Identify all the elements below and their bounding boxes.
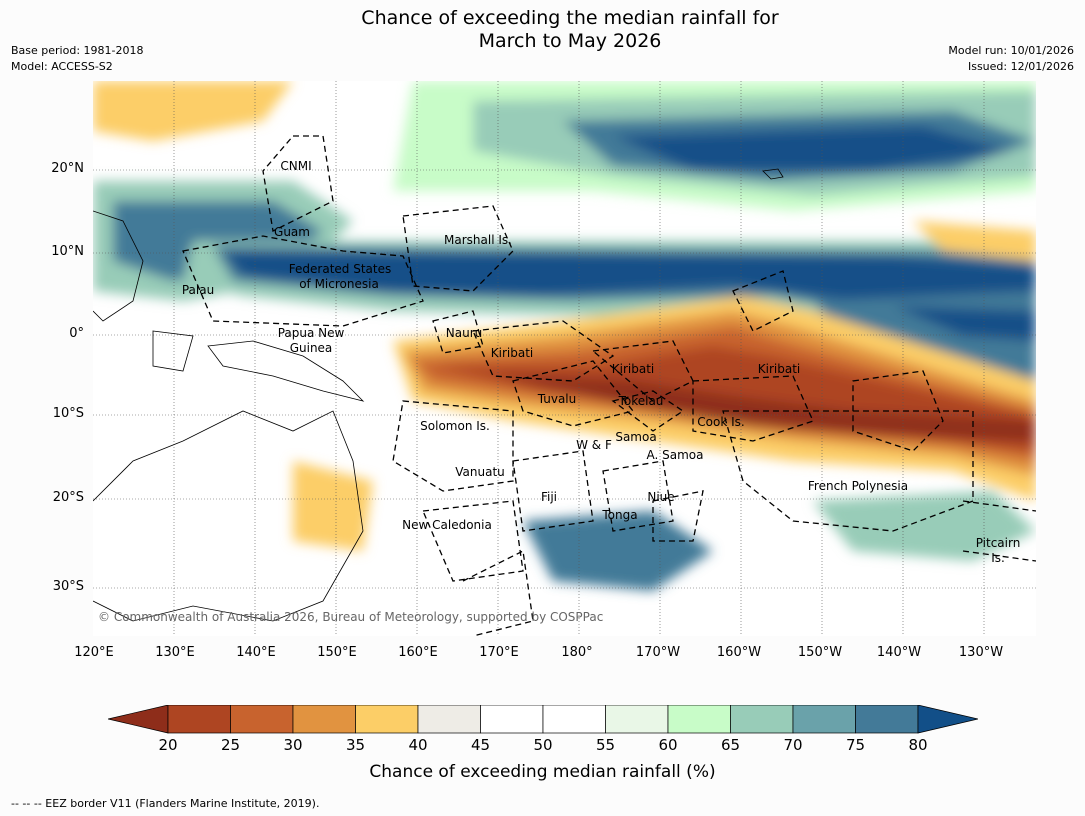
lon-label-140e: 140°E [236, 645, 276, 660]
eez-footer: -- -- -- EEZ border V11 (Flanders Marine… [11, 797, 320, 810]
region-label-new-caledonia: New Caledonia [402, 518, 492, 532]
lon-label-170e: 170°E [479, 645, 519, 660]
region-label-pitcairn-2: Is. [991, 551, 1005, 565]
lon-label-130e: 130°E [155, 645, 195, 660]
colorbar-tick-label: 30 [283, 736, 303, 754]
lon-label-160w: 160°W [716, 645, 762, 660]
region-label-fsm-1: Federated States [288, 262, 392, 276]
colorbar-segments [108, 705, 978, 734]
colorbar-title: Chance of exceeding median rainfall (%) [369, 762, 716, 782]
region-label-vanuatu: Vanuatu [455, 465, 505, 479]
coastlines [93, 168, 784, 622]
colorbar-tick-label: 20 [158, 736, 178, 754]
region-label-png-2: Guinea [289, 341, 333, 355]
region-label-samoa: Samoa [615, 430, 657, 444]
eez-borders [182, 135, 1036, 636]
colorbar-extend-high [917, 705, 978, 734]
lat-label-20n: 20°N [51, 161, 84, 176]
colorbar-tick-label: 40 [408, 736, 428, 754]
colorbar-segment [542, 705, 606, 734]
region-label-kiribati-west: Kiribati [490, 346, 534, 360]
colorbar [108, 705, 978, 734]
map-title: Chance of exceeding the median rainfall … [0, 7, 1085, 53]
lon-label-150e: 150°E [317, 645, 357, 660]
meta-left: Base period: 1981-2018 Model: ACCESS-S2 [11, 43, 143, 75]
region-label-kiribati-east: Kiribati [757, 362, 801, 376]
copyright-notice: © Commonwealth of Australia 2026, Bureau… [98, 610, 604, 624]
region-label-pitcairn-1: Pitcairn [975, 536, 1021, 550]
colorbar-tick-label: 80 [908, 736, 928, 754]
lon-label-140w: 140°W [876, 645, 922, 660]
region-label-guam: Guam [274, 225, 310, 239]
region-label-marshall: Marshall Is. [444, 233, 512, 247]
graticule [93, 81, 1036, 636]
lon-label-150w: 150°W [797, 645, 843, 660]
issued-date: Issued: 12/01/2026 [967, 60, 1074, 73]
lon-label-160e: 160°E [398, 645, 438, 660]
colorbar-segment [230, 705, 294, 734]
colorbar-tick-label: 55 [595, 736, 616, 754]
meta-right: Model run: 10/01/2026 Issued: 12/01/2026 [948, 43, 1074, 75]
region-label-niue: Niue [647, 490, 675, 504]
region-label-png-1: Papua New [277, 326, 345, 340]
colorbar-segment [167, 705, 231, 734]
colorbar-segment [667, 705, 731, 734]
colorbar-segment [417, 705, 481, 734]
colorbar-tick-label: 65 [720, 736, 741, 754]
lon-label-170w: 170°W [635, 645, 681, 660]
region-label-solomon: Solomon Is. [420, 419, 490, 433]
colorbar-segment [480, 705, 544, 734]
lat-label-0: 0° [69, 326, 84, 341]
region-label-tokelau: Tokelau [618, 394, 664, 408]
region-label-asamoa: A. Samoa [646, 448, 704, 462]
region-label-cnmi: CNMI [280, 159, 312, 173]
colorbar-segment [605, 705, 669, 734]
region-label-fsm-2: of Micronesia [299, 277, 379, 291]
colorbar-segment [792, 705, 856, 734]
rainfall-map[interactable] [93, 81, 1036, 636]
title-line-2: March to May 2026 [478, 30, 662, 52]
lon-label-130w: 130°W [958, 645, 1004, 660]
region-label-kiribati-central: Kiribati [611, 362, 655, 376]
region-label-fiji: Fiji [540, 490, 558, 504]
region-label-french-polynesia: French Polynesia [807, 479, 909, 493]
base-period: Base period: 1981-2018 [11, 44, 144, 57]
lat-label-30s: 30°S [52, 579, 84, 594]
rainfall-field [93, 81, 1036, 591]
colorbar-tick-label: 25 [220, 736, 241, 754]
lat-label-20s: 20°S [52, 490, 84, 505]
region-label-nauru: Nauru [445, 326, 483, 340]
region-label-tuvalu: Tuvalu [537, 392, 577, 406]
region-label-wf: W & F [576, 438, 612, 452]
lon-label-180: 180° [561, 645, 593, 660]
lat-label-10n: 10°N [51, 244, 84, 259]
colorbar-extend-low [108, 705, 169, 734]
model-run: Model run: 10/01/2026 [948, 44, 1074, 57]
model-name: Model: ACCESS-S2 [11, 60, 113, 73]
colorbar-tick-label: 35 [345, 736, 366, 754]
region-label-palau: Palau [181, 283, 215, 297]
colorbar-tick-label: 45 [470, 736, 491, 754]
region-label-tonga: Tonga [602, 508, 638, 522]
colorbar-tick-label: 75 [845, 736, 866, 754]
region-label-cook: Cook Is. [697, 415, 745, 429]
colorbar-tick-label: 70 [783, 736, 803, 754]
map-canvas [93, 81, 1036, 636]
colorbar-tick-label: 50 [533, 736, 553, 754]
lon-label-120e: 120°E [74, 645, 114, 660]
colorbar-tick-label: 60 [658, 736, 678, 754]
colorbar-segment [292, 705, 356, 734]
colorbar-segment [355, 705, 419, 734]
lat-label-10s: 10°S [52, 406, 84, 421]
title-line-1: Chance of exceeding the median rainfall … [361, 7, 779, 29]
colorbar-segment [730, 705, 794, 734]
colorbar-segment [855, 705, 919, 734]
